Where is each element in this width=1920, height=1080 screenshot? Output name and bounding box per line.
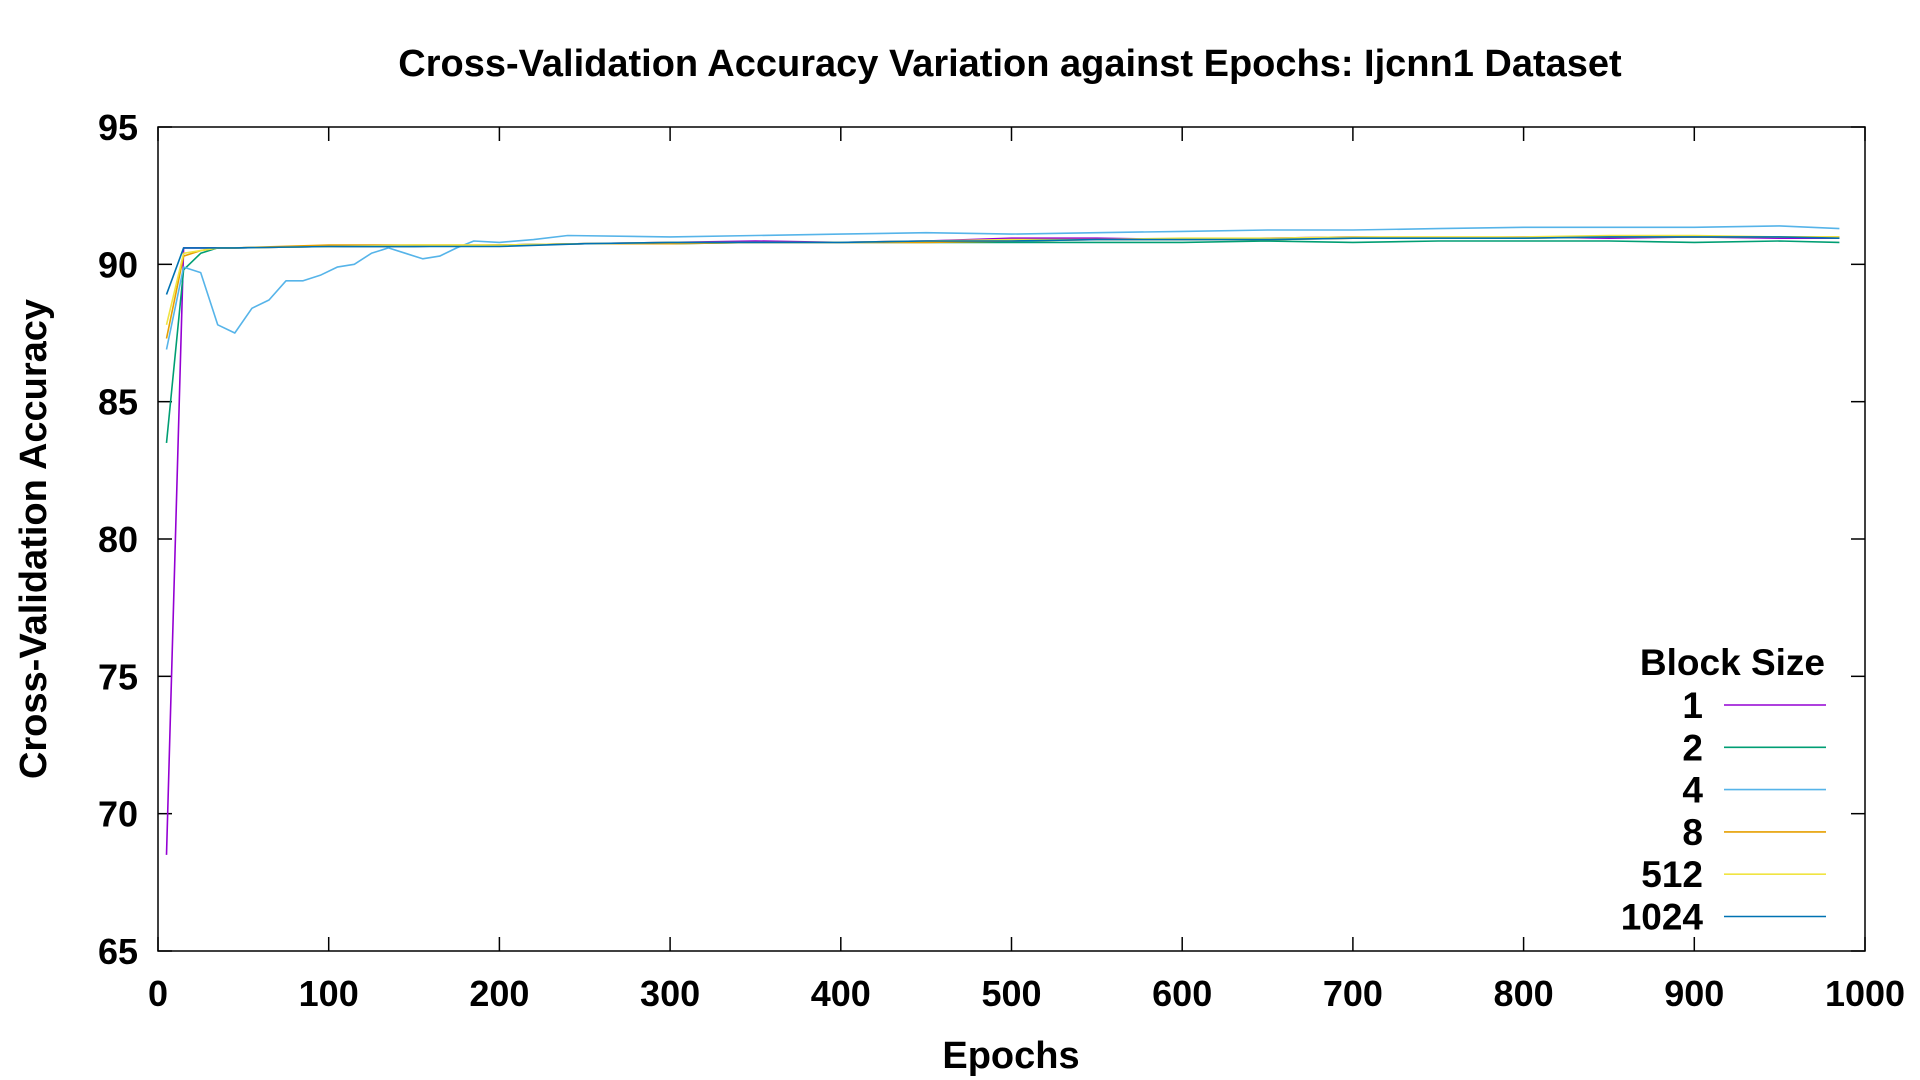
x-tick-label: 200 bbox=[469, 973, 529, 1014]
y-axis: 65 70 75 80 85 90 95 bbox=[98, 107, 1865, 972]
x-tick-label: 300 bbox=[640, 973, 700, 1014]
legend-label-512: 512 bbox=[1641, 854, 1703, 895]
x-tick-label: 400 bbox=[811, 973, 871, 1014]
x-tick-label: 500 bbox=[981, 973, 1041, 1014]
y-tick-label: 95 bbox=[98, 107, 138, 148]
series-line-1024 bbox=[165, 236, 1840, 295]
series-line-4 bbox=[165, 225, 1840, 350]
legend-label-8: 8 bbox=[1682, 812, 1703, 853]
y-tick-label: 90 bbox=[98, 244, 138, 285]
y-tick-label: 85 bbox=[98, 382, 138, 423]
x-tick-label: 900 bbox=[1664, 973, 1724, 1014]
x-tick-label: 1000 bbox=[1825, 973, 1905, 1014]
legend-label-4: 4 bbox=[1682, 770, 1703, 811]
y-tick-label: 70 bbox=[98, 794, 138, 835]
series-lines bbox=[165, 225, 1840, 855]
legend-title: Block Size bbox=[1640, 642, 1825, 683]
x-tick-label: 700 bbox=[1323, 973, 1383, 1014]
legend-label-1024: 1024 bbox=[1621, 897, 1704, 938]
x-axis: 0 100 200 300 400 500 600 700 800 900 1000 bbox=[148, 127, 1905, 1014]
y-tick-label: 75 bbox=[98, 656, 138, 697]
x-tick-label: 800 bbox=[1494, 973, 1554, 1014]
y-axis-title: Cross-Validation Accuracy bbox=[13, 299, 55, 779]
legend-label-1: 1 bbox=[1682, 685, 1703, 726]
x-tick-label: 0 bbox=[148, 973, 168, 1014]
y-tick-label: 65 bbox=[98, 931, 138, 972]
legend-label-2: 2 bbox=[1682, 727, 1703, 768]
x-tick-label: 600 bbox=[1152, 973, 1212, 1014]
chart-title: Cross-Validation Accuracy Variation agai… bbox=[398, 43, 1622, 85]
x-axis-title: Epochs bbox=[942, 1035, 1079, 1077]
x-tick-label: 100 bbox=[299, 973, 359, 1014]
y-tick-label: 80 bbox=[98, 519, 138, 560]
